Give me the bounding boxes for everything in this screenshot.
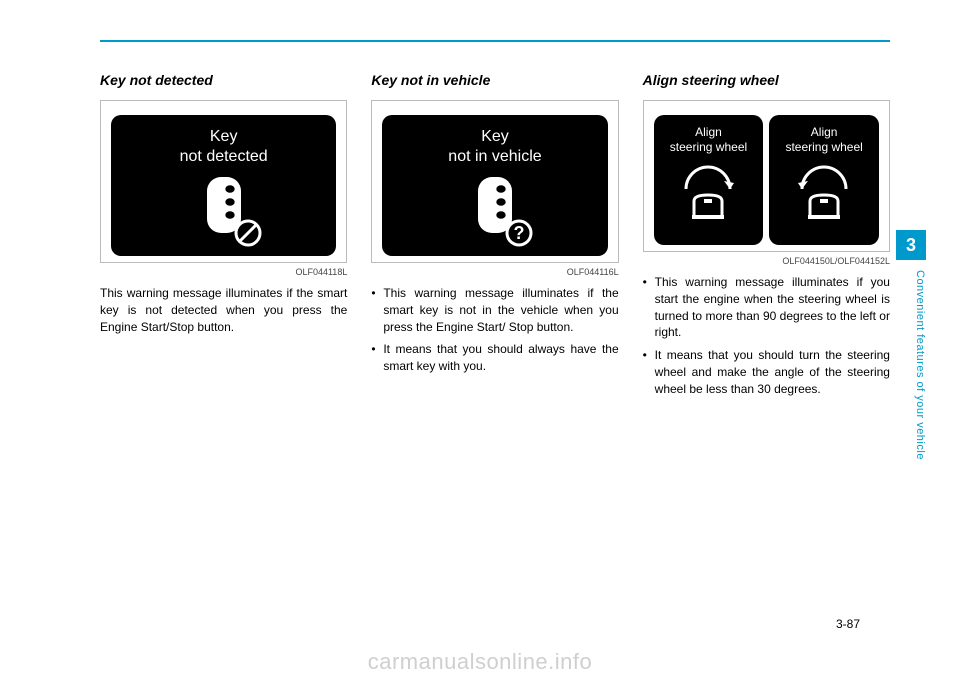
column-align-steering-wheel: Align steering wheel Align steering whee… [643, 72, 890, 404]
page-number: 3-87 [836, 617, 860, 631]
heading: Key not in vehicle [371, 72, 618, 88]
bullet-list: This warning message illuminates if you … [643, 274, 890, 398]
chapter-tab: 3 [896, 230, 926, 260]
display-text: Key not in vehicle [448, 127, 541, 167]
chapter-label: Convenient features of your vehicle [896, 270, 926, 500]
figure-key-not-detected: Key not detected [100, 100, 347, 263]
bullet-list: This warning message illuminates if the … [371, 285, 618, 375]
display-text: Align steering wheel [670, 125, 747, 155]
question-icon: ? [504, 218, 534, 248]
top-rule [100, 40, 890, 42]
dashboard-display-left: Align steering wheel [654, 115, 764, 245]
figure-caption: OLF044150L/OLF044152L [643, 256, 890, 266]
content-columns: Key not detected Key not detected [100, 72, 890, 404]
display-text: Align steering wheel [785, 125, 862, 155]
column-key-not-in-vehicle: Key not in vehicle Key not in vehicle [371, 72, 618, 404]
column-key-not-detected: Key not detected Key not detected [100, 72, 347, 404]
list-item: This warning message illuminates if the … [371, 285, 618, 335]
display-text: Key not detected [180, 127, 268, 167]
dashboard-display-right: Align steering wheel [769, 115, 879, 245]
figure-key-not-in-vehicle: Key not in vehicle ? [371, 100, 618, 263]
figure-caption: OLF044116L [371, 267, 618, 277]
heading: Align steering wheel [643, 72, 890, 88]
paragraph: This warning message illuminates if the … [100, 285, 347, 335]
list-item: It means that you should turn the steeri… [643, 347, 890, 397]
figure-align-steering: Align steering wheel Align steering [643, 100, 890, 252]
svg-text:?: ? [513, 223, 524, 243]
heading: Key not detected [100, 72, 347, 88]
dashboard-display: Key not in vehicle ? [382, 115, 607, 256]
manual-page: Key not detected Key not detected [0, 0, 960, 424]
key-fob-icon: ? [472, 175, 518, 242]
prohibit-icon [233, 218, 263, 248]
list-item: This warning message illuminates if you … [643, 274, 890, 341]
list-item: It means that you should always have the… [371, 341, 618, 375]
figure-caption: OLF044118L [100, 267, 347, 277]
key-fob-icon [201, 175, 247, 242]
watermark: carmanualsonline.info [0, 649, 960, 675]
steering-wheel-icon [790, 165, 858, 223]
steering-wheel-icon [674, 165, 742, 223]
chapter-number: 3 [906, 235, 916, 256]
dashboard-display: Key not detected [111, 115, 336, 256]
